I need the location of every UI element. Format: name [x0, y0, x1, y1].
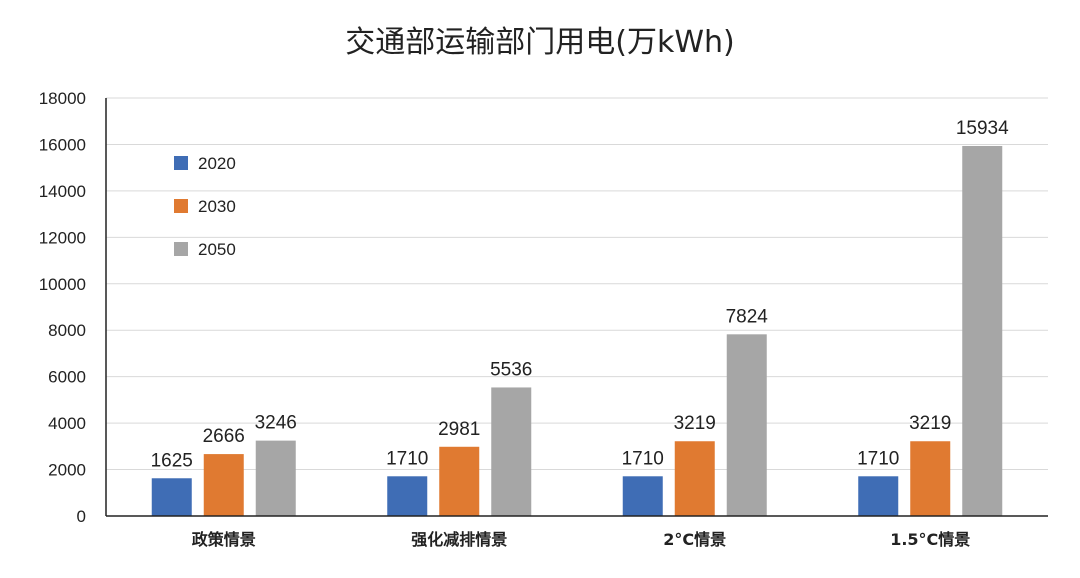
- bar-2020: [387, 476, 428, 516]
- y-tick-label: 8000: [48, 321, 86, 340]
- category-labels: 政策情景 强化减排情景 2°C情景 1.5°C情景: [192, 530, 971, 549]
- y-tick-label: 6000: [48, 368, 86, 387]
- category-label: 1.5°C情景: [890, 530, 970, 549]
- legend: 2020 2030 2050: [174, 154, 236, 259]
- bar-2050: [255, 440, 296, 516]
- bar-2050: [962, 145, 1003, 516]
- legend-swatch-2020: [174, 156, 188, 170]
- legend-label: 2020: [198, 154, 236, 173]
- data-label: 2981: [438, 419, 480, 440]
- data-label: 3219: [909, 413, 951, 434]
- y-tick-label: 4000: [48, 414, 86, 433]
- bar-2020: [151, 478, 192, 516]
- y-tick-label: 2000: [48, 461, 86, 480]
- data-label: 1710: [386, 448, 428, 469]
- bar-2030: [203, 454, 244, 516]
- data-label: 5536: [490, 359, 532, 380]
- bar-2030: [910, 441, 951, 516]
- bar-2050: [491, 387, 532, 516]
- data-label: 2666: [203, 426, 245, 447]
- category-label: 政策情景: [192, 530, 256, 549]
- data-label: 7824: [726, 306, 769, 327]
- legend-label: 2050: [198, 240, 236, 259]
- y-tick-label: 10000: [39, 275, 86, 294]
- bar-2020: [622, 476, 663, 516]
- data-label: 3246: [255, 413, 297, 434]
- grid-lines: [106, 97, 1048, 471]
- category-label: 2°C情景: [663, 530, 726, 549]
- y-tick-label: 12000: [39, 228, 86, 247]
- chart-title: 交通部运输部门用电(万kWh): [345, 25, 734, 60]
- y-tick-label: 16000: [39, 135, 86, 154]
- bar-2050: [726, 334, 767, 516]
- y-axis-ticks: 0 2000 4000 6000 8000 10000 12000 14000 16000 180…: [39, 89, 86, 526]
- data-label: 3219: [674, 413, 716, 434]
- bar-2020: [858, 476, 899, 516]
- y-tick-label: 0: [77, 507, 86, 526]
- bar-2030: [674, 441, 715, 516]
- legend-label: 2030: [198, 197, 236, 216]
- data-label: 15934: [956, 118, 1009, 139]
- data-label: 1625: [151, 450, 193, 471]
- data-label: 1710: [622, 448, 664, 469]
- bars: [151, 145, 1003, 516]
- data-labels: 1625 2666 3246 1710 2981 5536 1710 3219 7824 1710…: [151, 118, 1009, 471]
- y-tick-label: 14000: [39, 182, 86, 201]
- category-label: 强化减排情景: [411, 530, 507, 549]
- bar-2030: [439, 446, 480, 516]
- y-tick-label: 18000: [39, 89, 86, 108]
- legend-swatch-2030: [174, 199, 188, 213]
- legend-swatch-2050: [174, 242, 188, 256]
- data-label: 1710: [857, 448, 899, 469]
